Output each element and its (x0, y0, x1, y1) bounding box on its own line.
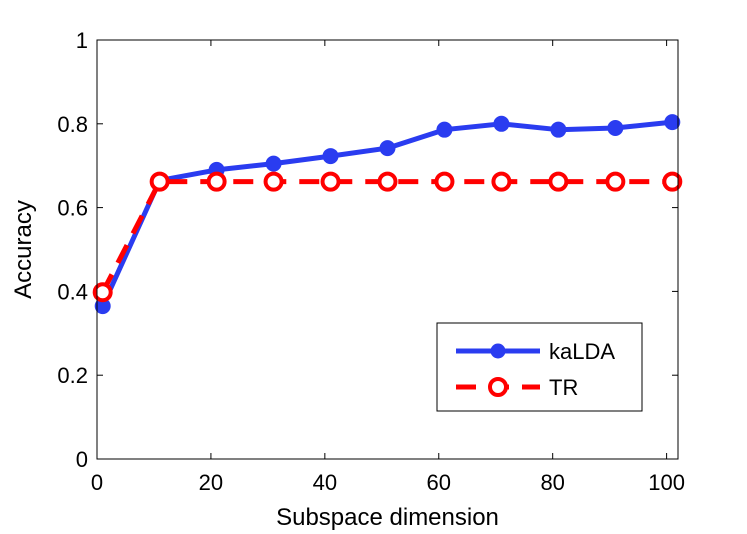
y-tick-label: 1 (76, 28, 88, 53)
data-point-tr (491, 171, 512, 192)
x-tick-label: 100 (648, 470, 685, 495)
legend: kaLDA TR (436, 322, 643, 412)
x-tick-label: 20 (199, 470, 223, 495)
series-line-tr (100, 179, 673, 294)
data-point-tr (434, 171, 455, 192)
data-point-kalda (379, 140, 396, 157)
data-point-tr (92, 282, 113, 303)
data-point-kalda (265, 155, 282, 172)
data-point-tr (263, 171, 284, 192)
data-point-tr (548, 171, 569, 192)
data-point-kalda (436, 121, 453, 138)
legend-swatch-marker-kalda (490, 343, 506, 359)
data-point-tr (206, 171, 227, 192)
x-axis-label: Subspace dimension (276, 504, 499, 531)
y-tick-label: 0.6 (57, 196, 88, 221)
data-point-tr (662, 171, 683, 192)
series-lines (92, 114, 683, 315)
data-point-tr (320, 171, 341, 192)
legend-box (436, 322, 643, 412)
y-axis-label: Accuracy (10, 200, 37, 299)
x-tick-label: 40 (313, 470, 337, 495)
data-point-kalda (607, 119, 624, 136)
data-point-tr (605, 171, 626, 192)
legend-label-kalda: kaLDA (549, 339, 615, 364)
legend-label-tr: TR (549, 375, 578, 400)
y-tick-label: 0 (76, 447, 88, 472)
data-point-tr (377, 171, 398, 192)
x-tick-label: 0 (91, 470, 103, 495)
legend-swatch-marker-tr (488, 377, 508, 397)
data-point-kalda (550, 121, 567, 138)
axes-frame (96, 39, 679, 460)
y-tick-label: 0.2 (57, 363, 88, 388)
data-point-kalda (664, 114, 681, 131)
data-point-kalda (493, 115, 510, 132)
data-point-kalda (322, 148, 339, 165)
x-tick-label: 80 (540, 470, 564, 495)
y-tick-label: 0.8 (57, 112, 88, 137)
y-tick-label: 0.4 (57, 279, 88, 304)
x-tick-label: 60 (427, 470, 451, 495)
data-point-tr (149, 171, 170, 192)
axis-ticks: 0 20 40 60 80 100 0 0.2 0.4 0.6 0.8 1 (57, 28, 685, 495)
